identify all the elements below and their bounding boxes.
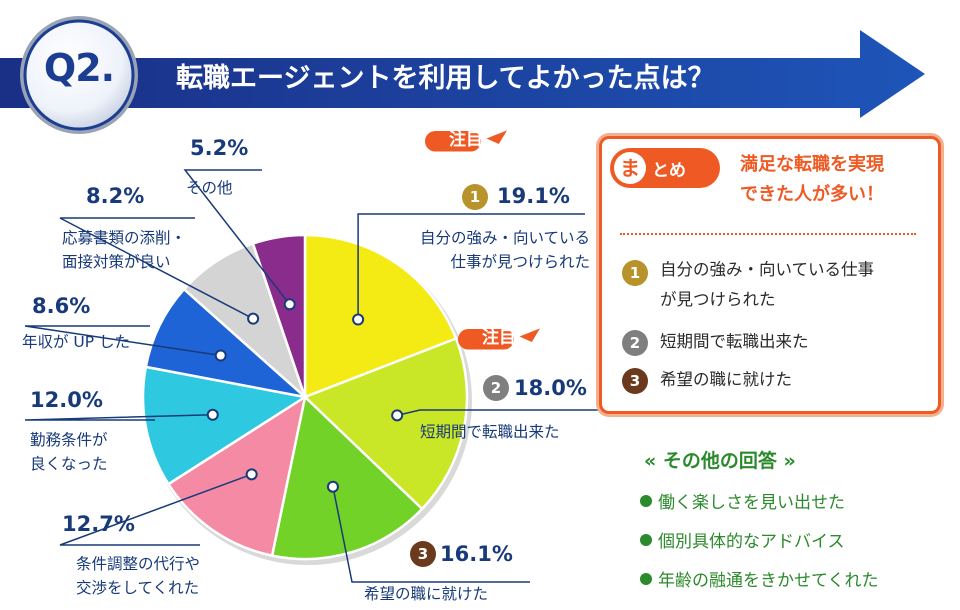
slice-category-label: 自分の強み・向いている [419, 229, 590, 247]
pie-slice [270, 394, 424, 561]
summary-item: 自分の強み・向いている仕事 [660, 260, 875, 279]
rank-badge: 3 [410, 541, 436, 567]
bullet-icon [640, 534, 652, 546]
rank-badge: 1 [622, 260, 648, 286]
other-answer-text: 個別具体的なアドバイス [658, 532, 845, 552]
leader-dot [352, 313, 365, 326]
other-answer-text: 働く楽しさを見い出せた [658, 493, 845, 513]
leader-line [183, 169, 291, 305]
other-answers-title: « その他の回答 » [644, 450, 796, 472]
rank-badge: 1 [462, 184, 488, 210]
rank-badge: 2 [483, 375, 509, 401]
bullet-icon [640, 495, 652, 507]
pie-slice [302, 336, 469, 511]
leader-dot [391, 409, 404, 422]
other-answer-item: 働く楽しさを見い出せた [640, 488, 845, 513]
leader-dot [326, 480, 339, 493]
summary-item: 短期間で転職出来た [660, 332, 809, 351]
other-answer-text: 年齢の融通をきかせてくれた [658, 571, 879, 591]
slice-value-label: 12.0% [30, 388, 103, 412]
summary-headline-line: 満足な転職を実現 [740, 154, 884, 175]
attention-callout [425, 130, 507, 152]
summary-headline-line: できた人が多い！ [740, 184, 884, 205]
leader-line [24, 325, 221, 357]
divider [620, 233, 916, 235]
rank-badge: 2 [622, 330, 648, 356]
slice-category-label: 短期間で転職出来た [420, 423, 560, 441]
pie-slice [303, 233, 458, 399]
slice-value-label: 16.1% [440, 542, 513, 566]
summary-item: 希望の職に就けた [660, 370, 792, 389]
slice-value-label: 19.1% [497, 184, 570, 208]
leader-line [357, 213, 585, 320]
rank-badge: 3 [622, 368, 648, 394]
summary-tag-mark: ま [614, 152, 646, 184]
pie-slice [141, 365, 309, 486]
slice-value-label: 8.6% [32, 294, 91, 318]
leader-dot [283, 298, 296, 311]
leader-dot [214, 349, 227, 362]
pie-slice [144, 287, 310, 400]
slice-category-label: 面接対策が良い [62, 253, 171, 271]
slice-category-label: その他 [186, 179, 233, 197]
leader-line [24, 414, 213, 421]
other-answer-item: 個別具体的なアドバイス [640, 527, 845, 552]
attention-callout [458, 328, 540, 350]
other-answer-item: 年齢の融通をきかせてくれた [640, 566, 879, 591]
question-badge [20, 16, 138, 134]
leader-dot [206, 408, 219, 421]
bullet-icon [640, 573, 652, 585]
summary-headline: 満足な転職を実現 できた人が多い！ [740, 150, 926, 210]
summary-tag-label: とめ [652, 161, 686, 181]
leader-dot [247, 312, 260, 325]
leader-line [332, 486, 530, 583]
header-arrow-band [0, 30, 925, 118]
leader-line [396, 409, 600, 417]
slice-value-label: 18.0% [514, 376, 587, 400]
leader-line [59, 217, 254, 320]
pie-slice [251, 233, 307, 398]
attention-label: 注目 [482, 328, 516, 348]
slice-category-label: 条件調整の代行や [76, 555, 201, 573]
slice-category-label: 良くなった [30, 455, 108, 473]
slice-category-label: 交渉をしてくれた [76, 579, 200, 597]
question-number: Q2. [43, 46, 115, 90]
summary-item: が見つけられた [660, 290, 776, 309]
slice-category-label: 応募書類の添削・ [62, 229, 187, 247]
slice-category-label: 勤務条件が [30, 431, 108, 449]
page-title: 転職エージェントを利用してよかった点は？ [176, 63, 715, 94]
leader-line [59, 473, 252, 546]
slice-category-label: 希望の職に就けた [364, 585, 489, 603]
slice-category-label: 年収が UP した [22, 333, 131, 351]
pie-slice [166, 394, 307, 558]
attention-label: 注目 [449, 130, 483, 150]
slice-category-label: 仕事が見つけられた [450, 253, 590, 271]
slice-value-label: 12.7% [62, 512, 135, 536]
leader-dot [245, 468, 258, 481]
slice-value-label: 8.2% [86, 184, 145, 208]
slice-value-label: 5.2% [190, 136, 249, 160]
